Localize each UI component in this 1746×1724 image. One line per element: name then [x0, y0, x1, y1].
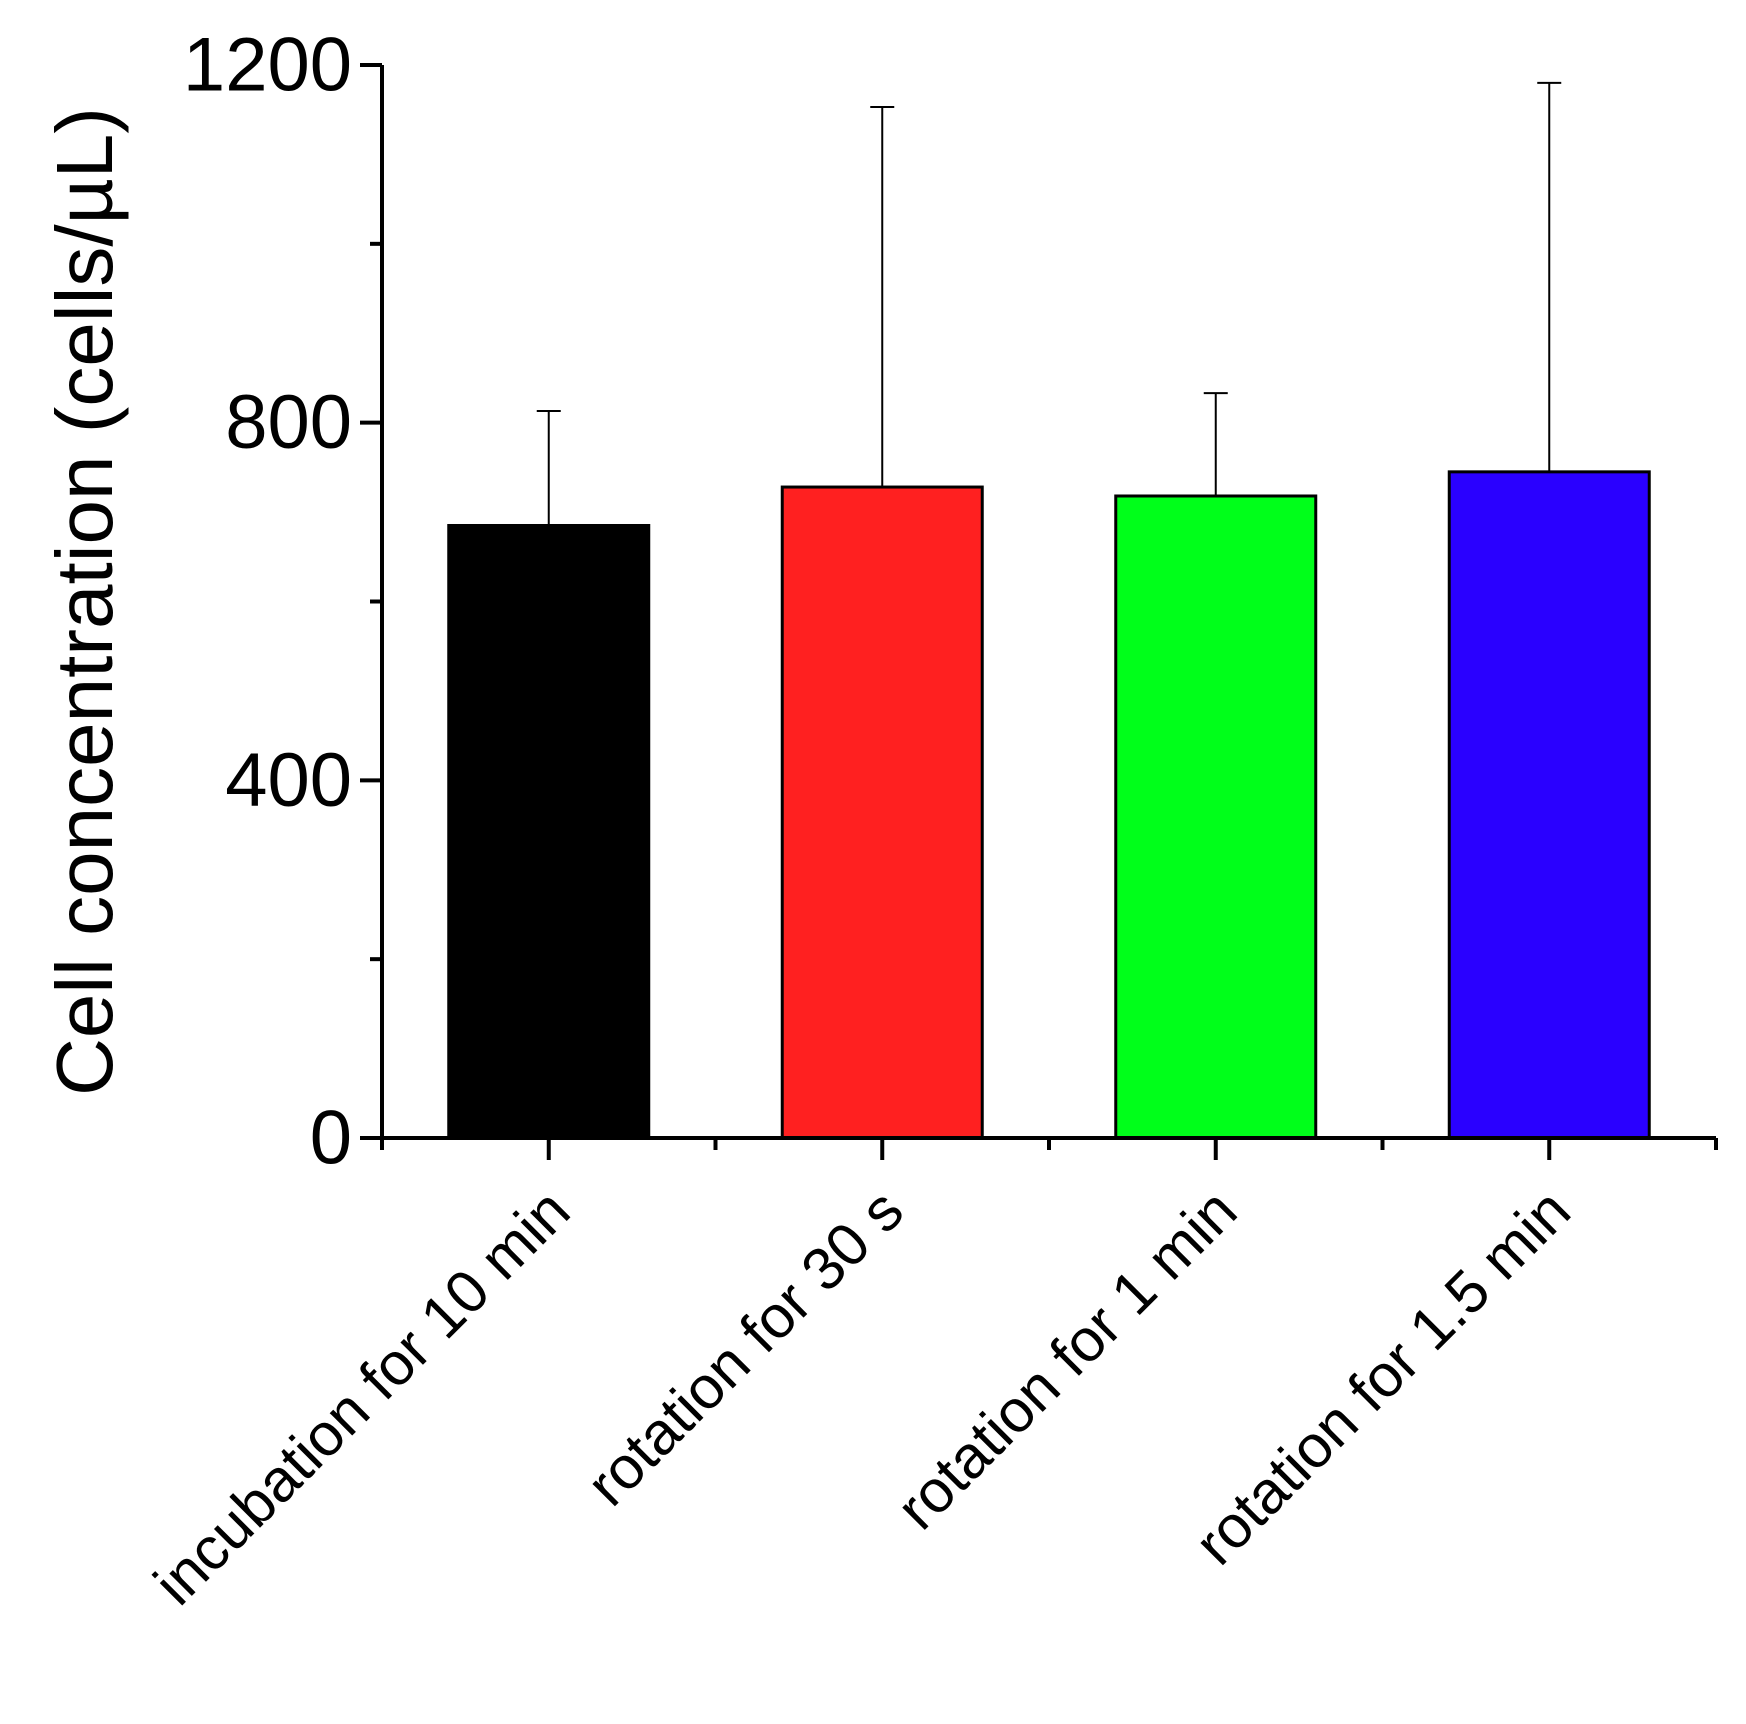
y-tick-label: 0	[310, 1096, 352, 1181]
x-category-label: rotation for 1 min	[884, 1176, 1250, 1542]
x-category-label: incubation for 10 min	[141, 1176, 582, 1617]
bar-incubation-for-10-min	[447, 523, 651, 1140]
y-axis-title: Cell concentration (cells/µL)	[40, 107, 129, 1096]
error-bar-rotation-for-1-min	[1203, 392, 1228, 496]
bar-rotation-for-30-s	[780, 485, 984, 1140]
y-tick-label: 1200	[183, 23, 352, 108]
error-bar-incubation-for-10-min	[536, 410, 561, 526]
error-bar-rotation-for-30-s	[870, 106, 895, 488]
y-tick-label: 800	[225, 380, 352, 465]
y-tick-label: 400	[225, 738, 352, 823]
error-bars-layer	[536, 81, 1562, 526]
y-ticks-layer: 0 400 800 1200	[183, 23, 382, 1181]
error-bar-rotation-for-1-5-min	[1537, 81, 1562, 472]
x-category-label: rotation for 30 s	[574, 1176, 916, 1518]
bar-rotation-for-1-min	[1114, 494, 1318, 1140]
x-category-label: rotation for 1.5 min	[1182, 1176, 1583, 1577]
bar-rotation-for-1-5-min	[1447, 470, 1651, 1140]
bars-layer	[447, 470, 1651, 1140]
